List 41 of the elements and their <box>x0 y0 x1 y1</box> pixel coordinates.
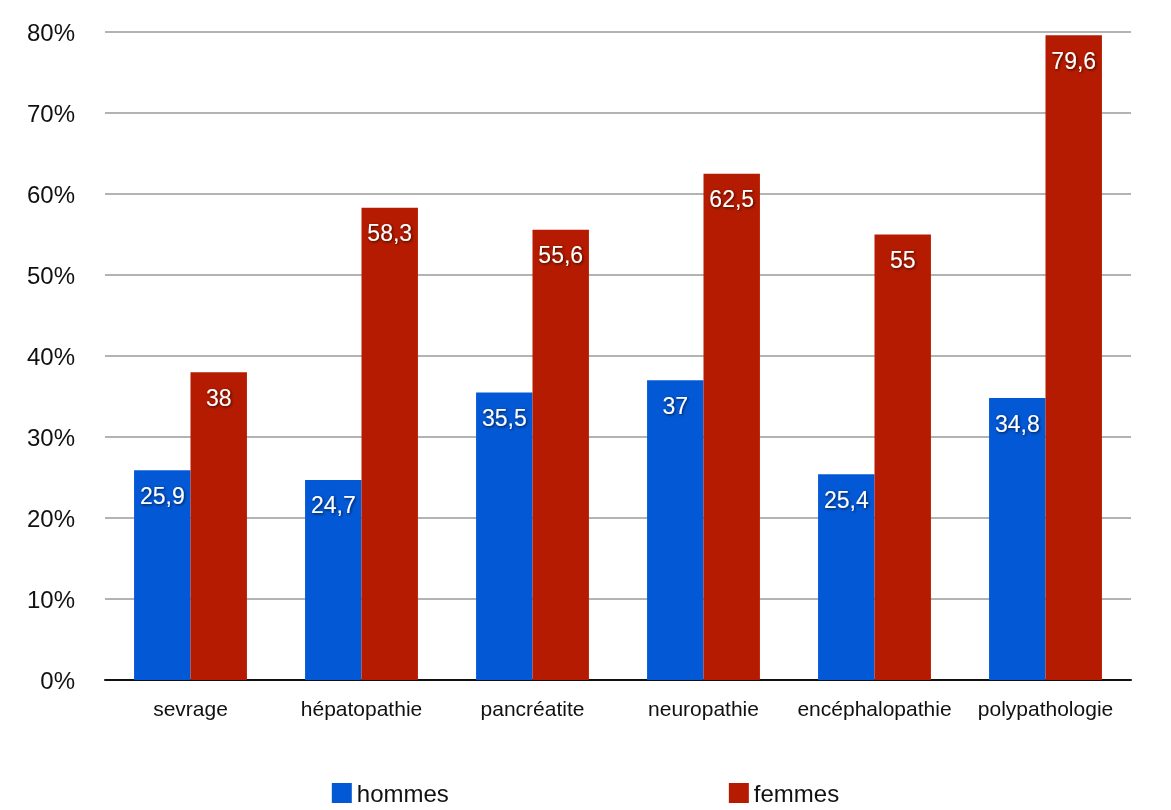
bar <box>1045 35 1102 680</box>
x-tick-label: sevrage <box>153 697 228 720</box>
bar <box>476 392 533 680</box>
y-tick-label: 30% <box>26 423 75 451</box>
y-tick-label: 80% <box>26 18 75 46</box>
legend-label: femmes <box>753 779 840 807</box>
x-tick-label: encéphalopathie <box>797 697 952 720</box>
data-label: 34,8 <box>994 410 1040 437</box>
bar <box>134 470 191 680</box>
data-label: 62,5 <box>709 186 755 213</box>
bar <box>190 372 247 680</box>
data-label: 58,3 <box>367 220 413 247</box>
y-tick-label: 50% <box>26 261 75 289</box>
bar <box>989 398 1046 680</box>
data-label: 38 <box>205 384 232 411</box>
x-tick-label: pancréatite <box>480 697 585 720</box>
data-label: 37 <box>662 392 689 419</box>
bar <box>305 479 362 680</box>
y-tick-label: 0% <box>40 666 75 694</box>
bar <box>361 207 418 680</box>
data-label: 55 <box>889 247 916 273</box>
bar <box>703 173 760 680</box>
bar <box>532 229 589 680</box>
data-label: 24,7 <box>310 492 356 519</box>
data-label: 35,5 <box>481 404 527 431</box>
bar <box>647 380 704 680</box>
legend-label: hommes <box>356 779 449 807</box>
y-tick-label: 40% <box>26 342 75 370</box>
data-label: 55,6 <box>538 242 584 269</box>
x-tick-label: hépatopathie <box>300 697 423 720</box>
x-tick-label: neuropathie <box>648 697 759 720</box>
y-tick-label: 70% <box>26 99 75 127</box>
data-label: 79,6 <box>1051 47 1097 74</box>
x-tick-label: polypathologie <box>977 697 1114 720</box>
bar <box>874 234 931 680</box>
y-tick-label: 20% <box>26 504 75 532</box>
data-label: 25,4 <box>823 486 869 513</box>
bar <box>818 474 875 680</box>
y-tick-label: 60% <box>26 180 75 208</box>
data-label: 25,9 <box>139 482 185 509</box>
y-tick-label: 10% <box>26 585 75 613</box>
